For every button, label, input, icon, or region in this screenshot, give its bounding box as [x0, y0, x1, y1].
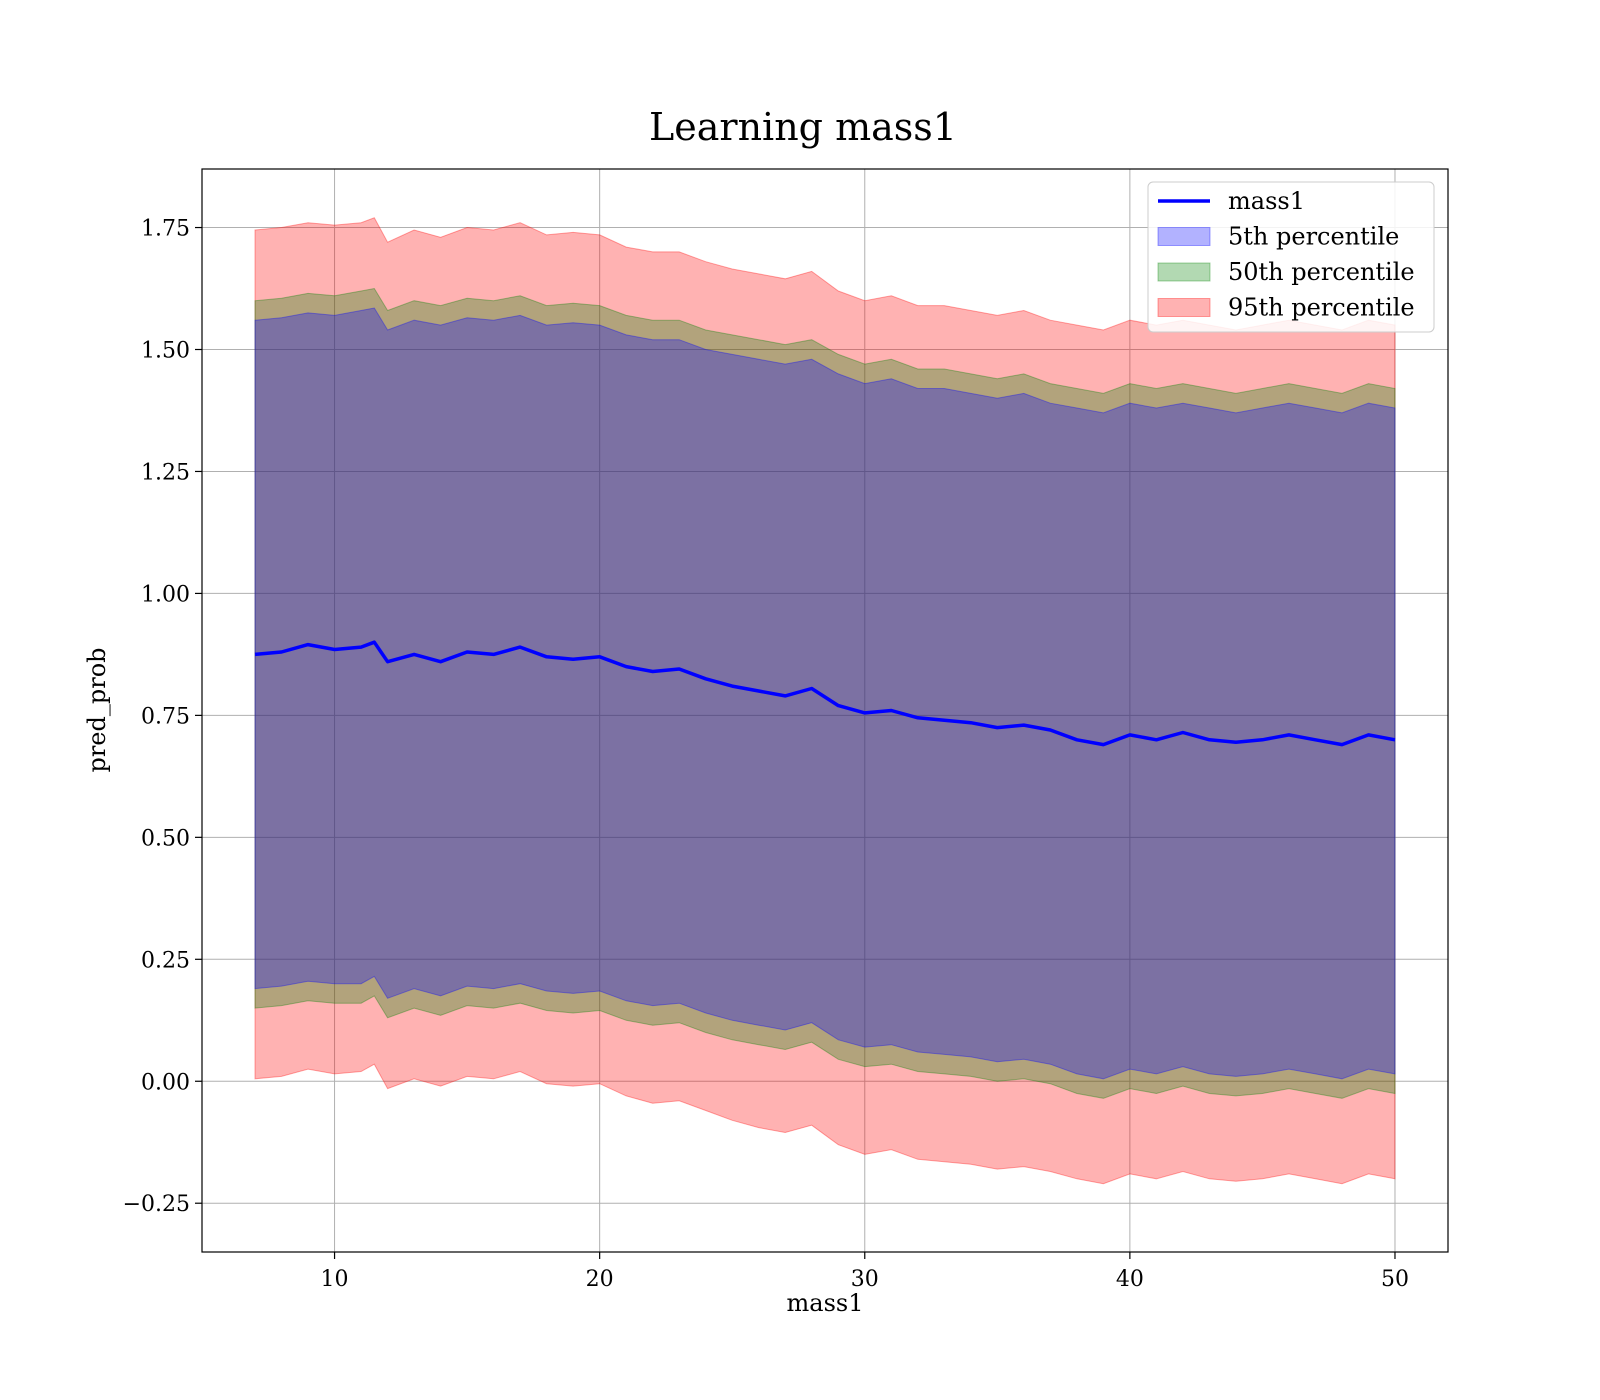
x-axis-label: mass1	[787, 1289, 864, 1317]
y-tick-label: 1.25	[141, 460, 190, 485]
y-tick-label: 0.50	[141, 826, 190, 851]
x-tick-label: 50	[1381, 1267, 1409, 1292]
x-axis-ticks: 10 20 30 40 50	[321, 1252, 1409, 1292]
series-line-mass1	[254, 640, 1396, 747]
legend: mass1 5th percentile 50th percentile 95th p…	[1147, 181, 1435, 333]
x-tick-label: 30	[851, 1267, 879, 1292]
legend-swatch-5th-percentile	[1157, 227, 1211, 246]
band-95th-percentile	[254, 217, 1396, 1185]
mean-line-group	[254, 640, 1396, 747]
legend-label-mass1: mass1	[1228, 187, 1305, 215]
y-axis-label: pred_prob	[83, 647, 111, 772]
band-50th-percentile	[254, 287, 1396, 1099]
grid	[202, 169, 1448, 1252]
legend-swatch-50th-percentile	[1157, 262, 1211, 282]
legend-box	[1147, 181, 1435, 333]
y-tick-label: 0.00	[141, 1070, 190, 1095]
y-tick-label: 0.75	[141, 704, 190, 729]
legend-label-50th-percentile: 50th percentile	[1228, 258, 1415, 286]
y-tick-label: 1.75	[141, 217, 190, 242]
y-tick-label: 0.25	[141, 948, 190, 973]
band-5th-percentile	[254, 307, 1396, 1080]
y-tick-label: 1.00	[141, 582, 190, 607]
y-tick-label: −0.25	[123, 1192, 190, 1217]
x-tick-label: 20	[586, 1267, 614, 1292]
legend-label-5th-percentile: 5th percentile	[1228, 223, 1399, 251]
x-tick-label: 40	[1116, 1267, 1144, 1292]
y-tick-label: 1.50	[141, 339, 190, 364]
y-axis-ticks: −0.25 0.00 0.25 0.50 0.75 1.00 1.25 1.50 1.75	[123, 217, 202, 1217]
plot-frame	[201, 168, 1449, 1253]
legend-swatch-95th-percentile	[1157, 298, 1211, 317]
x-tick-label: 10	[321, 1267, 349, 1292]
legend-label-95th-percentile: 95th percentile	[1228, 294, 1415, 322]
percentile-bands	[254, 217, 1396, 1185]
chart-title: Learning mass1	[649, 105, 957, 149]
